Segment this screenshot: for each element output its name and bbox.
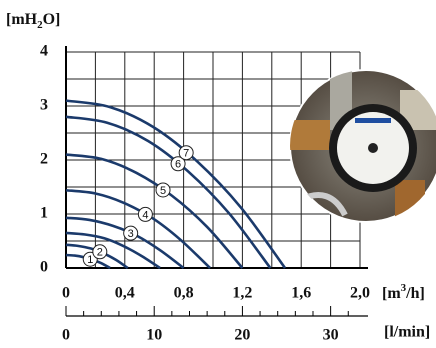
pump-curve [65,153,244,269]
pump-curve [65,115,272,269]
x-label-part: [m [382,285,401,302]
x2-tick-label: 10 [146,327,162,344]
curve-label-circle [155,182,171,198]
x-tick-label: 1,6 [291,285,311,302]
y-tick-label: 0 [40,259,48,276]
x-label-part: /h] [405,285,425,302]
curve-label-circle [123,225,139,241]
x-tick-label: 0,4 [115,285,135,302]
y-label-part: [mH [6,11,38,28]
curve-label: 4 [142,209,148,221]
pump-curve [65,231,161,270]
pump-curve [65,99,287,269]
x-label-sup: 3 [401,282,407,294]
curve-label-circle [170,156,186,172]
photo [289,69,436,223]
y-tick-label: 1 [40,205,48,222]
pump-curve [65,188,211,269]
x-tick-label: 0,8 [174,285,194,302]
curve-label: 3 [128,228,134,240]
y-label-part: O] [43,11,61,28]
curve-label: 6 [175,159,181,171]
curve-label: 5 [160,185,166,197]
x-tick-label: 0 [62,285,70,302]
x-tick-label: 1,2 [232,285,252,302]
y-label-sub: 2 [37,19,43,31]
y-axis-label: [mH2O] [6,11,60,31]
curve-label-circle [92,244,108,260]
x2-tick-label: 30 [323,327,339,344]
curve-label-circle [137,206,153,222]
y-tick-label: 3 [40,97,48,114]
x2-tick-label: 0 [62,327,70,344]
curve-label: 7 [183,148,189,160]
y-tick-label: 2 [40,151,48,168]
x-tick-label: 2,0 [350,285,370,302]
curve-label: 1 [87,254,93,266]
curve-label: 2 [97,247,103,259]
x2-axis-label: [l/min] [384,324,430,341]
x-axis-label: [m3/h] [382,282,425,302]
curve-label-circle [178,145,194,161]
x2-tick-label: 20 [234,327,250,344]
y-tick-label: 4 [40,43,48,60]
